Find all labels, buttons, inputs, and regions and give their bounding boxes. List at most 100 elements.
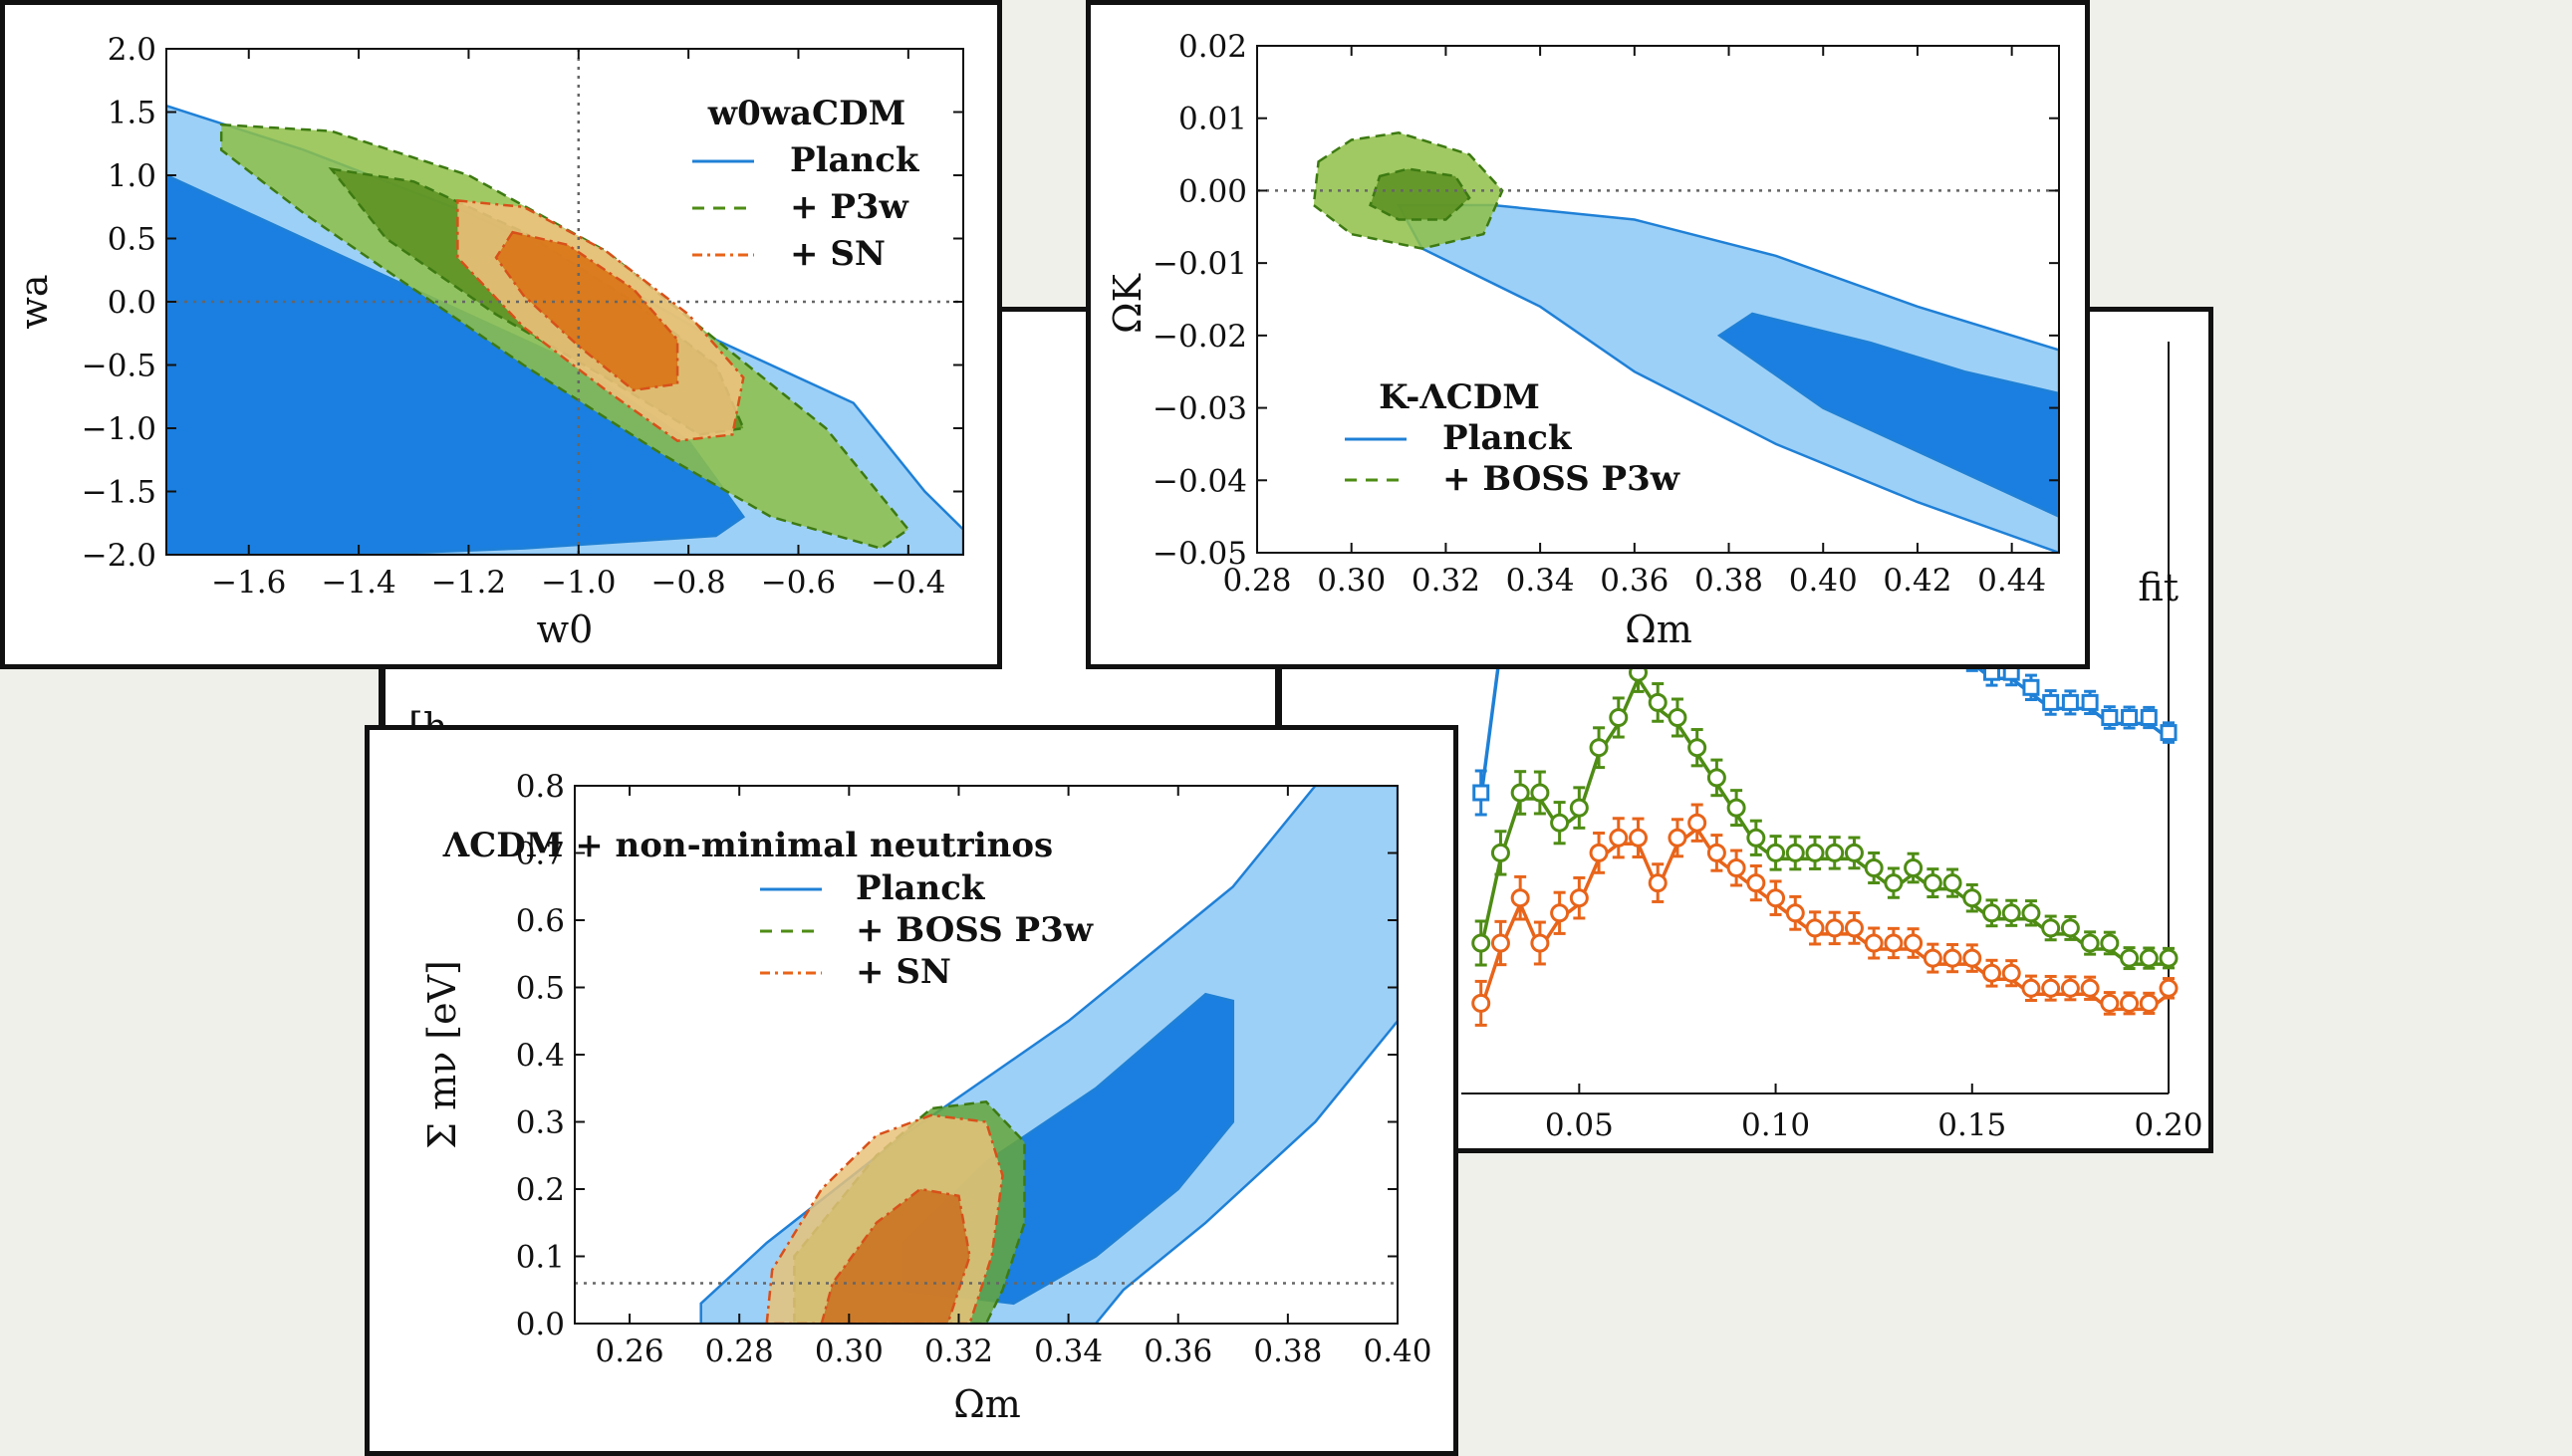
x-tick-label: 0.36 bbox=[1144, 1334, 1212, 1369]
data-point bbox=[2159, 948, 2179, 968]
data-point bbox=[1825, 918, 1845, 938]
legend-label-1: + BOSS P3w bbox=[1442, 459, 1680, 499]
data-point bbox=[1766, 888, 1786, 908]
y-axis-label: Σ mν [eV] bbox=[420, 960, 464, 1149]
data-point bbox=[2100, 933, 2120, 953]
legend-title: w0waCDM bbox=[707, 94, 905, 133]
neutrino-mass-contour-panel: 0.26 0.28 0.30 0.32 0.34 0.36 0.38 0.40 0.0 0.1 0.… bbox=[365, 725, 1458, 1456]
data-point bbox=[1687, 738, 1707, 758]
y-tick-label: −0.01 bbox=[1153, 246, 1247, 282]
data-point bbox=[2081, 693, 2099, 711]
y-tick-label: 0.5 bbox=[108, 222, 156, 258]
data-point bbox=[1589, 843, 1609, 862]
x-tick-label: 0.36 bbox=[1600, 563, 1669, 599]
y-tick-label: −0.02 bbox=[1153, 319, 1247, 355]
data-point bbox=[1609, 708, 1629, 727]
y-tick-label: 0.6 bbox=[516, 903, 565, 939]
y-tick-label: −0.04 bbox=[1153, 463, 1247, 499]
data-point bbox=[1962, 948, 1982, 968]
data-point bbox=[1490, 843, 1510, 862]
legend-label-0: Planck bbox=[1442, 418, 1573, 458]
contour-region-1 bbox=[1716, 312, 2059, 518]
data-point bbox=[1884, 933, 1904, 953]
data-point bbox=[1668, 828, 1687, 848]
plot-area bbox=[166, 49, 963, 555]
x-tick-label: 0.20 bbox=[2134, 1107, 2202, 1143]
data-point bbox=[1844, 918, 1864, 938]
y-tick-label: 0.01 bbox=[1178, 102, 1247, 137]
y-tick-label: 1.0 bbox=[108, 158, 156, 194]
x-tick-label: −1.0 bbox=[541, 565, 616, 601]
legend-label-0: Planck bbox=[856, 868, 986, 908]
x-tick-label: −1.4 bbox=[321, 565, 395, 601]
data-point bbox=[2080, 978, 2100, 998]
data-point bbox=[2022, 678, 2040, 696]
plot-frame bbox=[1256, 45, 2060, 554]
data-point bbox=[1706, 768, 1726, 788]
x-tick-label: −1.6 bbox=[211, 565, 286, 601]
x-tick-label: −0.8 bbox=[650, 565, 725, 601]
contour-region-0 bbox=[1397, 203, 2059, 553]
data-point bbox=[1864, 933, 1884, 953]
x-tick-label: 0.10 bbox=[1741, 1107, 1810, 1143]
y-tick-label: 0.0 bbox=[108, 285, 156, 321]
data-point bbox=[1805, 843, 1825, 862]
data-point bbox=[1706, 843, 1726, 862]
x-tick-label: 0.34 bbox=[1034, 1334, 1103, 1369]
data-point bbox=[1982, 963, 2001, 983]
data-point bbox=[1904, 858, 1924, 877]
data-point bbox=[2139, 993, 2159, 1013]
y-tick-label: 0.4 bbox=[516, 1038, 565, 1074]
contour-region-5 bbox=[494, 230, 679, 392]
data-point bbox=[1490, 933, 1510, 953]
omega-k-contour-chart: 0.28 0.30 0.32 0.34 0.36 0.38 0.40 0.42 0.44 −0.0… bbox=[1106, 29, 2060, 651]
data-point bbox=[2140, 709, 2158, 726]
y-tick-label: −1.5 bbox=[82, 475, 156, 511]
w0-wa-contour-panel: −1.6 −1.4 −1.2 −1.0 −0.8 −0.6 −0.4 −2.0 −1.5 −1.0… bbox=[0, 0, 1002, 669]
y-tick-label: 1.5 bbox=[108, 96, 156, 131]
data-point bbox=[1864, 858, 1884, 877]
y-tick-label: 0.00 bbox=[1178, 173, 1247, 209]
data-point bbox=[2060, 978, 2080, 998]
data-point bbox=[1530, 933, 1550, 953]
data-point bbox=[2120, 993, 2140, 1013]
data-point bbox=[1550, 903, 1570, 923]
x-axis-label: Ωm bbox=[1625, 607, 1692, 651]
data-point bbox=[2080, 933, 2100, 953]
data-point bbox=[1510, 783, 1530, 803]
y-tick-label: 0.7 bbox=[516, 837, 565, 872]
x-tick-label: −0.4 bbox=[871, 565, 945, 601]
data-point bbox=[1569, 888, 1589, 908]
y-tick-label: 2.0 bbox=[108, 32, 156, 68]
data-point bbox=[1589, 738, 1609, 758]
data-point bbox=[1884, 873, 1904, 893]
w0-wa-contour-chart: −1.6 −1.4 −1.2 −1.0 −0.8 −0.6 −0.4 −2.0 −1.5 −1.0… bbox=[12, 32, 964, 651]
y-tick-label: 0.5 bbox=[516, 971, 565, 1007]
data-point bbox=[2041, 918, 2061, 938]
data-point bbox=[2021, 903, 2041, 923]
omega-k-contour-panel: 0.28 0.30 0.32 0.34 0.36 0.38 0.40 0.42 0.44 −0.0… bbox=[1086, 0, 2090, 669]
plot-area bbox=[575, 786, 1398, 1324]
x-tick-label: 0.38 bbox=[1694, 563, 1763, 599]
y-tick-label: 0.0 bbox=[516, 1307, 565, 1342]
data-point bbox=[2121, 709, 2139, 726]
data-point bbox=[2061, 693, 2079, 711]
data-point bbox=[1923, 948, 1942, 968]
data-point bbox=[2001, 963, 2021, 983]
x-tick-label: 0.28 bbox=[705, 1334, 774, 1369]
data-point bbox=[1629, 828, 1648, 848]
legend-label-1: + BOSS P3w bbox=[856, 910, 1094, 950]
legend-title: K-ΛCDM bbox=[1379, 377, 1540, 417]
data-point bbox=[1471, 993, 1491, 1013]
data-point bbox=[2120, 948, 2140, 968]
data-point bbox=[2021, 978, 2041, 998]
y-tick-label: −0.03 bbox=[1153, 391, 1247, 427]
contour-region-3 bbox=[1369, 167, 1471, 221]
data-point bbox=[1510, 888, 1530, 908]
legend-label-1: + P3w bbox=[790, 187, 909, 227]
x-tick-label: 0.26 bbox=[596, 1334, 664, 1369]
data-point bbox=[1609, 828, 1629, 848]
data-point bbox=[2100, 993, 2120, 1013]
data-point bbox=[2101, 709, 2119, 726]
data-point bbox=[2139, 948, 2159, 968]
